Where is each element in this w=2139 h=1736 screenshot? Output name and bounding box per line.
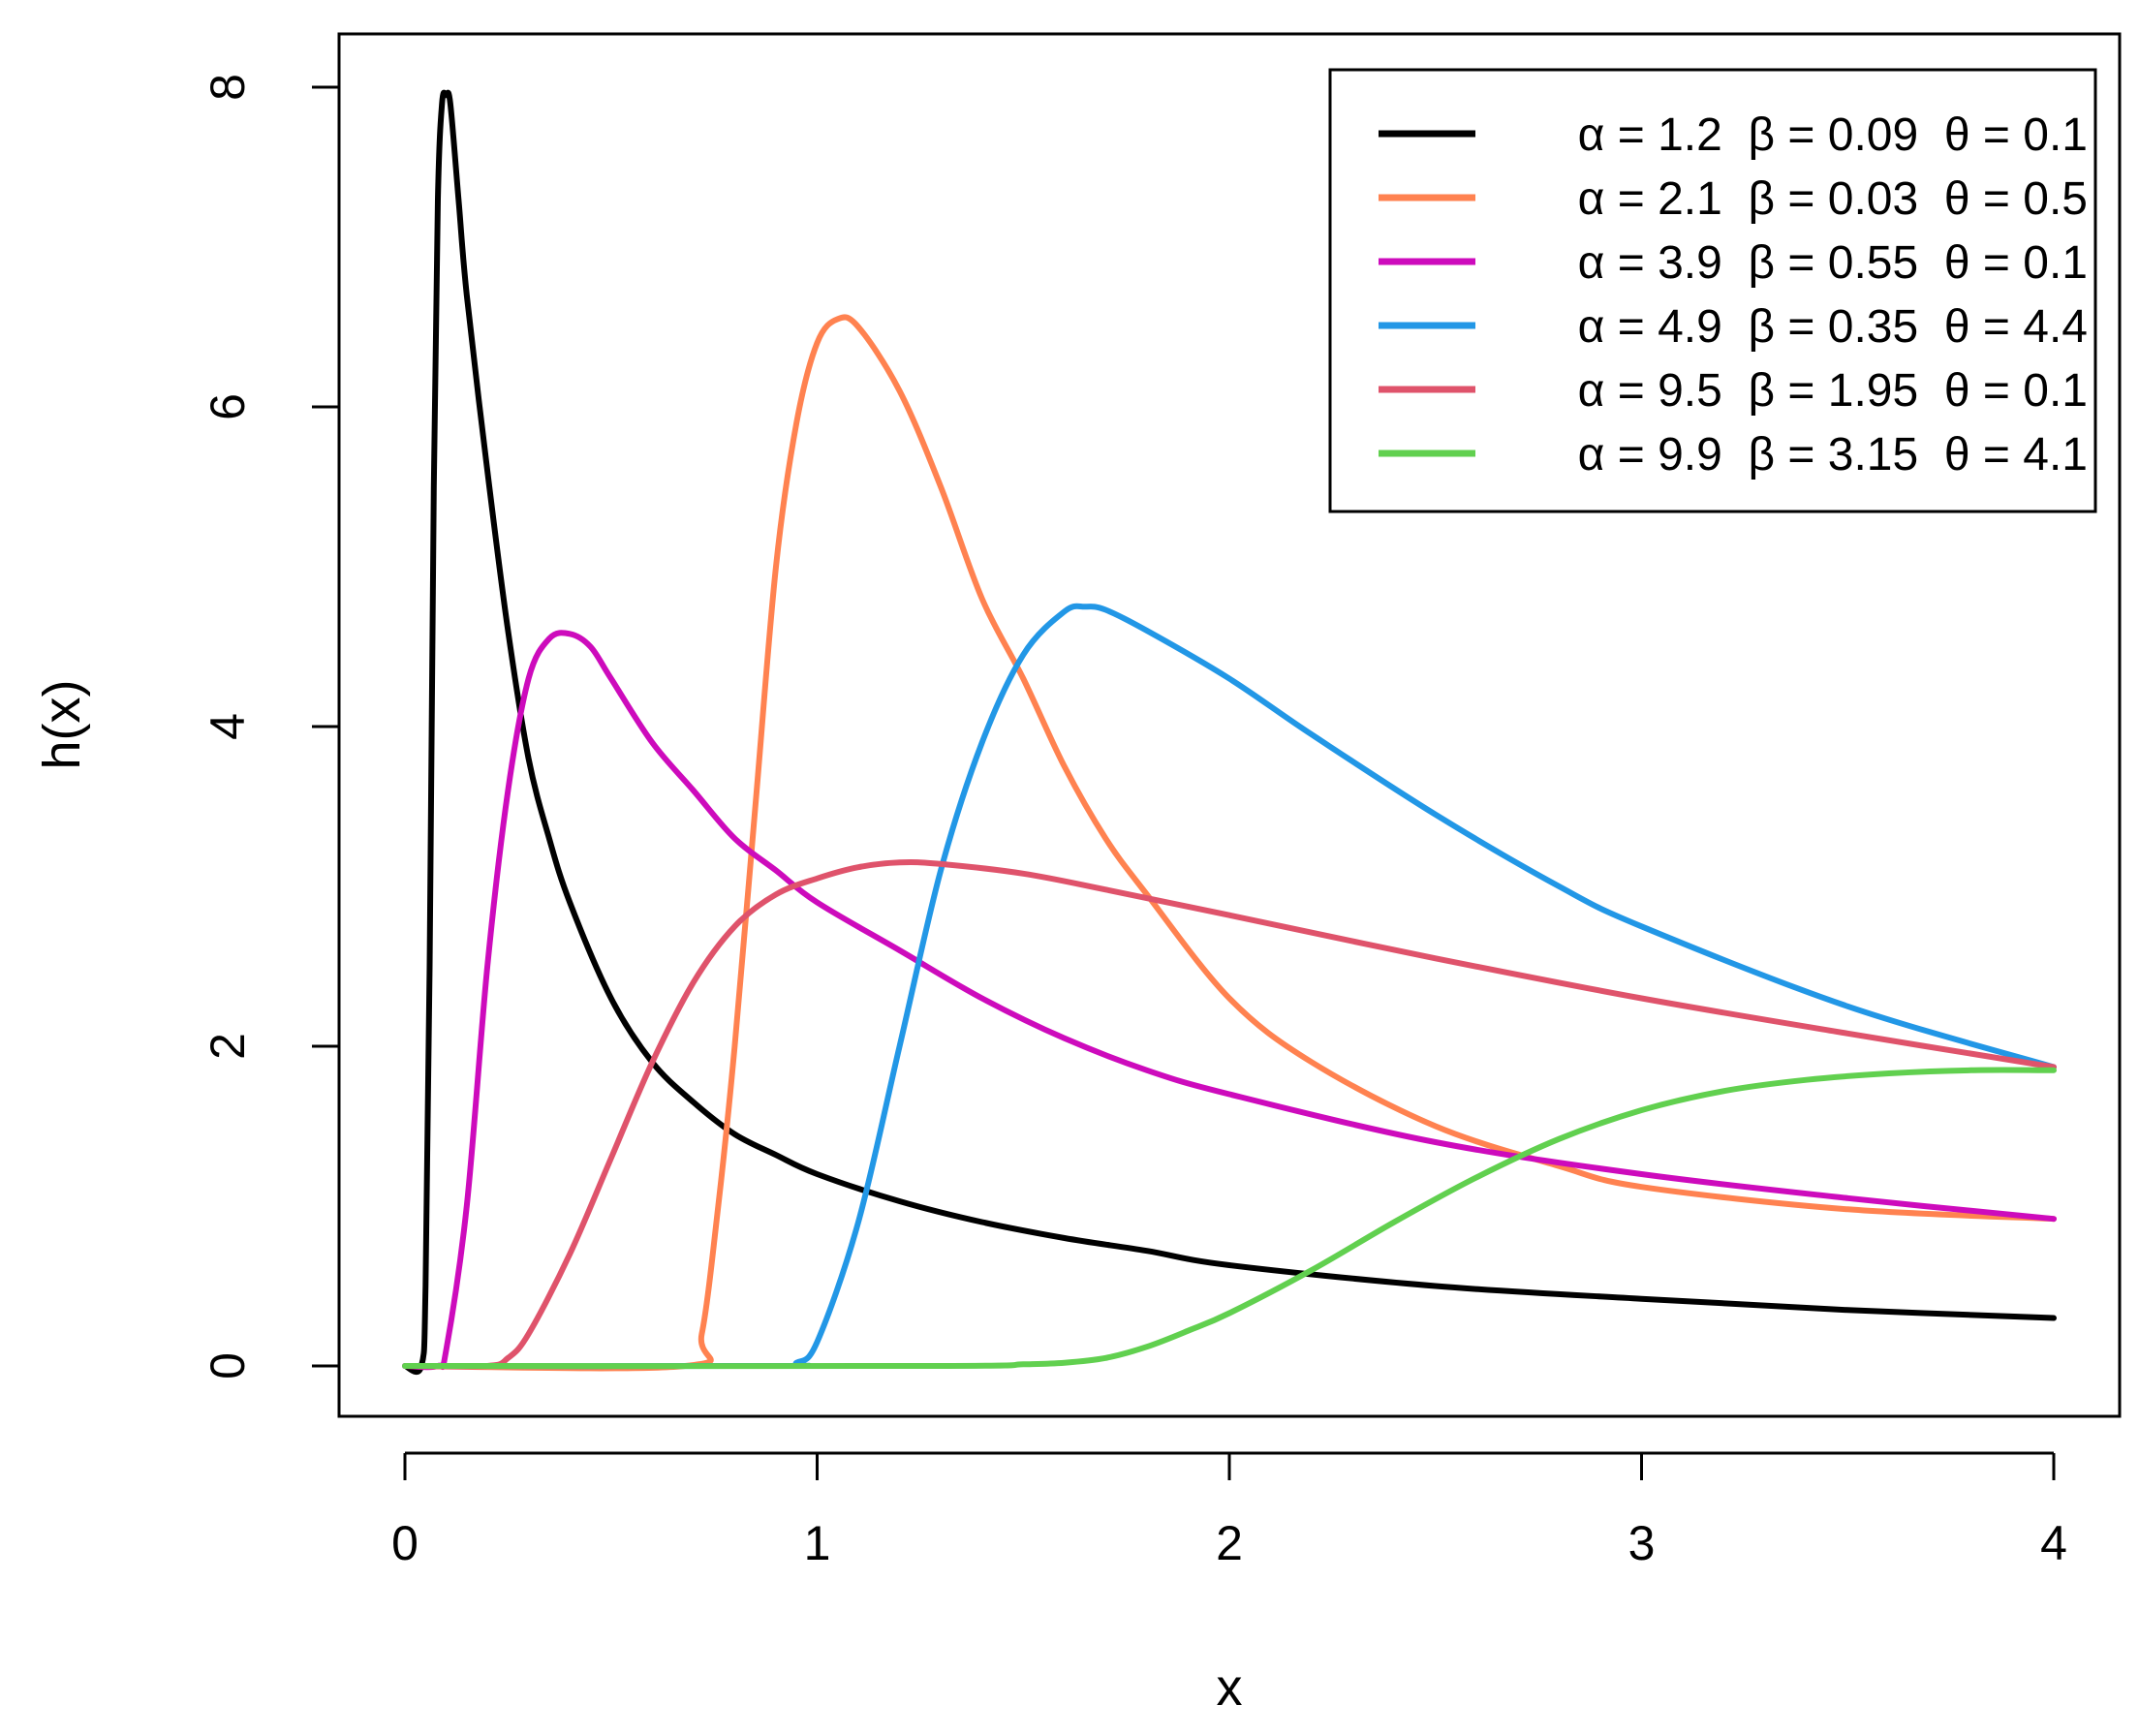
y-axis-label: h(x) bbox=[33, 680, 91, 770]
x-tick-label: 3 bbox=[1628, 1516, 1656, 1570]
x-tick-label: 2 bbox=[1216, 1516, 1243, 1570]
series-line-6 bbox=[402, 1067, 2057, 1370]
y-tick-label: 4 bbox=[201, 713, 255, 740]
y-tick-label: 2 bbox=[201, 1033, 255, 1060]
x-axis: 0 1 2 3 4 bbox=[391, 1451, 2067, 1570]
legend-label-4: α = 4.9 β = 0.35 θ = 4.4 bbox=[1578, 301, 2088, 353]
legend-label-3: α = 3.9 β = 0.55 θ = 0.1 bbox=[1578, 237, 2088, 289]
x-tick-label: 1 bbox=[804, 1516, 831, 1570]
legend-label-6: α = 9.9 β = 3.15 θ = 4.1 bbox=[1578, 429, 2088, 480]
y-axis: 0 2 4 6 8 bbox=[201, 74, 341, 1380]
legend-label-1: α = 1.2 β = 0.09 θ = 0.1 bbox=[1578, 109, 2088, 161]
series-lines bbox=[402, 89, 2057, 1376]
series-line-1 bbox=[402, 89, 2057, 1376]
legend-label-5: α = 9.5 β = 1.95 θ = 0.1 bbox=[1578, 365, 2088, 417]
y-tick-label: 8 bbox=[201, 74, 255, 101]
x-tick-label: 4 bbox=[2040, 1516, 2067, 1570]
series-line-3 bbox=[402, 630, 2057, 1371]
legend-box bbox=[1328, 68, 2097, 513]
y-tick-label: 0 bbox=[201, 1352, 255, 1380]
x-axis-label: x bbox=[1217, 1658, 1243, 1717]
y-tick-label: 6 bbox=[201, 393, 255, 420]
series-line-4 bbox=[402, 603, 2057, 1370]
legend: α = 1.2 β = 0.09 θ = 0.1 α = 2.1 β = 0.03… bbox=[1328, 68, 2097, 513]
legend-label-2: α = 2.1 β = 0.03 θ = 0.5 bbox=[1578, 173, 2088, 225]
series-line-2 bbox=[402, 314, 2057, 1372]
x-tick-label: 0 bbox=[391, 1516, 418, 1570]
series-line-5 bbox=[402, 859, 2057, 1370]
